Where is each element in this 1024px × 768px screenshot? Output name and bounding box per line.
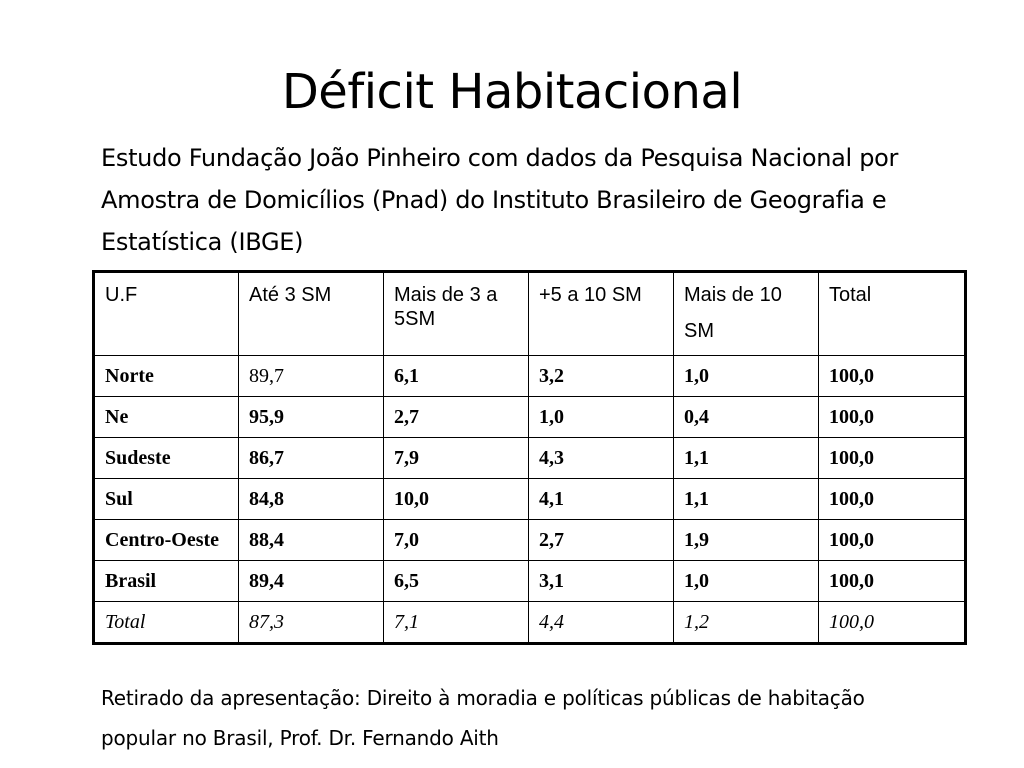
cell-total: 100,0 [818,560,966,602]
cell-mais-de-3-a-5sm: 2,7 [383,396,529,438]
cell-5-a-10-sm: 3,2 [528,355,674,397]
table-row: Centro-Oeste 88,4 7,0 2,7 1,9 100,0 [93,519,966,561]
slide-title: Déficit Habitacional [281,64,743,120]
cell-total: 100,0 [818,355,966,397]
header-ate-3-sm: Até 3 SM [238,271,384,356]
cell-ate-3-sm: 84,8 [238,478,384,520]
cell-5-a-10-sm: 4,3 [528,437,674,479]
cell-ate-3-sm: 89,7 [238,355,384,397]
table-row: Sudeste 86,7 7,9 4,3 1,1 100,0 [93,437,966,479]
cell-uf: Centro-Oeste [93,519,239,561]
cell-uf: Sudeste [93,437,239,479]
header-uf: U.F [93,271,239,356]
cell-total: 100,0 [818,519,966,561]
cell-uf: Norte [93,355,239,397]
cell-total: 100,0 [818,601,966,644]
cell-ate-3-sm: 95,9 [238,396,384,438]
cell-ate-3-sm: 89,4 [238,560,384,602]
cell-5-a-10-sm: 4,4 [528,601,674,644]
cell-mais-de-3-a-5sm: 10,0 [383,478,529,520]
cell-total: 100,0 [818,396,966,438]
cell-ate-3-sm: 88,4 [238,519,384,561]
cell-uf: Brasil [93,560,239,602]
cell-mais-de-10-sm: 1,1 [673,478,819,520]
table-row: Norte 89,7 6,1 3,2 1,0 100,0 [93,355,966,397]
housing-deficit-table: U.F Até 3 SM Mais de 3 a 5SM +5 a 10 SM … [92,270,967,645]
cell-uf: Total [93,601,239,644]
cell-mais-de-10-sm: 1,2 [673,601,819,644]
cell-ate-3-sm: 87,3 [238,601,384,644]
cell-mais-de-3-a-5sm: 7,0 [383,519,529,561]
table-total-row: Total 87,3 7,1 4,4 1,2 100,0 [93,601,966,644]
cell-5-a-10-sm: 4,1 [528,478,674,520]
cell-5-a-10-sm: 1,0 [528,396,674,438]
table-row: Sul 84,8 10,0 4,1 1,1 100,0 [93,478,966,520]
cell-mais-de-3-a-5sm: 6,5 [383,560,529,602]
cell-mais-de-3-a-5sm: 7,1 [383,601,529,644]
table-row: Brasil 89,4 6,5 3,1 1,0 100,0 [93,560,966,602]
cell-ate-3-sm: 86,7 [238,437,384,479]
cell-mais-de-10-sm: 1,1 [673,437,819,479]
source-citation: Retirado da apresentação: Direito à mora… [101,686,865,750]
cell-mais-de-3-a-5sm: 7,9 [383,437,529,479]
header-mais-de-3-a-5sm: Mais de 3 a 5SM [383,271,529,356]
cell-mais-de-10-sm: 1,0 [673,355,819,397]
header-mais-de-10-sm: Mais de 10 SM [673,271,819,356]
table-header-row: U.F Até 3 SM Mais de 3 a 5SM +5 a 10 SM … [93,271,966,356]
cell-5-a-10-sm: 2,7 [528,519,674,561]
cell-mais-de-10-sm: 1,9 [673,519,819,561]
header-5-a-10-sm: +5 a 10 SM [528,271,674,356]
cell-uf: Ne [93,396,239,438]
table-row: Ne 95,9 2,7 1,0 0,4 100,0 [93,396,966,438]
cell-mais-de-10-sm: 0,4 [673,396,819,438]
header-total: Total [818,271,966,356]
cell-mais-de-10-sm: 1,0 [673,560,819,602]
cell-uf: Sul [93,478,239,520]
cell-total: 100,0 [818,437,966,479]
cell-mais-de-3-a-5sm: 6,1 [383,355,529,397]
cell-total: 100,0 [818,478,966,520]
cell-5-a-10-sm: 3,1 [528,560,674,602]
slide-subtitle: Estudo Fundação João Pinheiro com dados … [101,144,899,256]
